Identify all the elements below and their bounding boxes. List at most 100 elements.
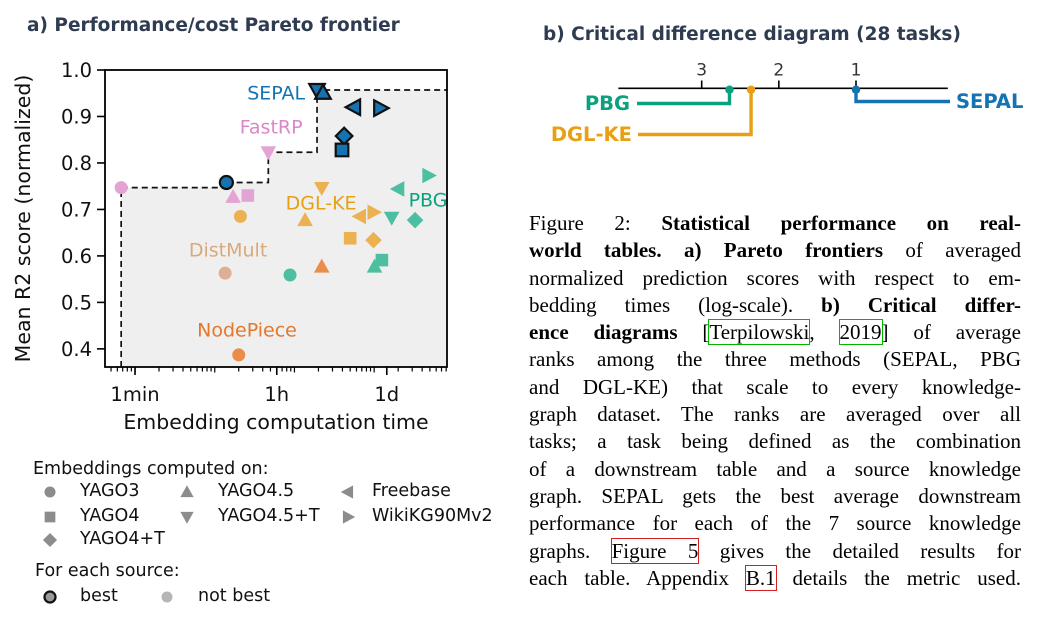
legend-yago4.5+t-glyph bbox=[180, 511, 194, 524]
x-tick-label: 1d bbox=[374, 383, 399, 406]
pbg-yago4.5+t-marker bbox=[383, 211, 400, 226]
pbg-yago4-marker bbox=[375, 253, 389, 267]
legend-yago4.5-glyph bbox=[180, 485, 194, 498]
internal-ref-link[interactable]: Figure 5 bbox=[610, 537, 700, 564]
panel-a-title: a) Performance/cost Pareto frontier bbox=[27, 15, 400, 36]
pbg-yago4+t-marker bbox=[406, 211, 424, 229]
caption-text: each table. Appendix bbox=[529, 565, 746, 590]
legend-label-yago4.5+t: YAGO4.5+T bbox=[218, 506, 320, 526]
sepal-wikikg90mv2-marker bbox=[373, 98, 392, 118]
caption-text: normalized prediction scores with respec… bbox=[529, 265, 1021, 290]
caption-line-8: graph dataset. The ranks are averaged ov… bbox=[529, 401, 1021, 428]
series-label-dgl-ke: DGL-KE bbox=[286, 192, 357, 214]
legend-yago4+t-icon bbox=[42, 532, 58, 547]
cd-tick-label: 2 bbox=[773, 60, 784, 80]
legend-yago4-glyph bbox=[44, 511, 56, 523]
dgl-ke-wikikg90mv2-marker bbox=[367, 204, 382, 221]
dgl-ke-yago4.5-marker bbox=[297, 212, 313, 227]
dgl-ke-yago4-marker bbox=[343, 231, 357, 245]
critical-difference-chart: 3 2 1 PBG DGL-KE SEPAL bbox=[551, 60, 1024, 146]
legend-wikikg90mv2-glyph bbox=[342, 510, 356, 524]
series-label-sepal: SEPAL bbox=[247, 83, 305, 105]
y-tick-label: 0.9 bbox=[61, 105, 92, 128]
legend-label-wikikg90mv2: WikiKG90Mv2 bbox=[372, 506, 493, 526]
legend-yago4-icon bbox=[44, 511, 56, 523]
citation-link[interactable]: Terpilowski bbox=[708, 319, 811, 346]
caption-line-14: each table. Appendix B.1 details the met… bbox=[529, 564, 1021, 592]
cd-line-sepal bbox=[854, 88, 950, 104]
x-tick-label: 1h bbox=[264, 383, 289, 406]
pbg-wikikg90mv2-marker bbox=[422, 167, 437, 184]
caption-text: and DGL-KE) that scale to every knowledg… bbox=[529, 374, 1021, 399]
legend-label-not-best: not best bbox=[198, 586, 271, 606]
legend-yago4.5+t-icon bbox=[180, 511, 194, 524]
cd-label-sepal: SEPAL bbox=[956, 90, 1023, 113]
x-axis-label: Embedding computation time bbox=[123, 410, 428, 434]
dgl-ke-yago4.5+t-marker bbox=[313, 182, 330, 197]
legend-yago3-glyph bbox=[44, 486, 56, 498]
internal-ref-link[interactable]: B.1 bbox=[744, 564, 777, 591]
panel-b-title: b) Critical difference diagram (28 tasks… bbox=[543, 24, 961, 45]
legend-freebase-icon bbox=[340, 485, 354, 499]
legend-wikikg90mv2-icon bbox=[342, 510, 356, 524]
pareto-frontier-line bbox=[120, 89, 447, 367]
caption-text: [ bbox=[677, 320, 710, 345]
dgl-ke-yago3-marker bbox=[233, 209, 247, 223]
sepal-freebase-marker bbox=[343, 97, 362, 117]
caption-text: Figure 2: bbox=[529, 211, 662, 235]
y-tick-label: 0.6 bbox=[61, 245, 92, 268]
caption-text: graph dataset. The ranks are averaged ov… bbox=[529, 402, 1021, 427]
caption-text: , bbox=[809, 320, 840, 345]
caption-line-13: graphs. Figure 5 gives the detailed resu… bbox=[529, 537, 1021, 565]
legend-best-icon bbox=[43, 590, 57, 604]
caption-text: performance for each of the 7 source kno… bbox=[529, 511, 1021, 536]
distmult-yago3-marker bbox=[218, 266, 232, 280]
legend-label-yago4.5: YAGO4.5 bbox=[218, 481, 295, 501]
pbg-freebase-marker bbox=[389, 181, 405, 197]
legend-yago4.5-icon bbox=[180, 485, 194, 498]
caption-line-3: normalized prediction scores with respec… bbox=[529, 265, 1021, 292]
fastrp-yago3-marker bbox=[114, 181, 128, 195]
legend-not-best-icon bbox=[161, 591, 173, 603]
caption-text: Statistical performance on real- bbox=[661, 211, 1021, 235]
legend-not-best-glyph bbox=[161, 591, 173, 603]
series-label-distmult: DistMult bbox=[189, 239, 267, 261]
caption-line-6: ranks among the three methods (SEPAL, PB… bbox=[529, 346, 1021, 373]
series-label-pbg: PBG bbox=[409, 189, 448, 211]
pbg-yago3-marker bbox=[283, 268, 297, 282]
y-tick-label: 0.5 bbox=[61, 291, 92, 314]
fastrp-yago4-marker bbox=[241, 189, 255, 202]
caption-text: details the metric used. bbox=[775, 565, 1021, 590]
dgl-ke-yago4+t-marker bbox=[365, 231, 382, 249]
sepal-yago4.5-marker bbox=[313, 82, 333, 100]
series-label-fastrp: FastRP bbox=[240, 116, 303, 138]
citation-link[interactable]: 2019 bbox=[838, 319, 883, 346]
sepal-yago4-marker bbox=[334, 142, 350, 158]
cd-tick-label: 1 bbox=[851, 60, 862, 80]
figure-caption: Figure 2: Statistical performance on rea… bbox=[529, 210, 1021, 592]
y-tick-label: 0.7 bbox=[61, 198, 92, 221]
legend-yago4+t-glyph bbox=[42, 532, 58, 547]
y-tick-label: 1.0 bbox=[61, 59, 92, 82]
caption-text: ] of average bbox=[881, 320, 1021, 345]
caption-line-12: performance for each of the 7 source kno… bbox=[529, 510, 1021, 537]
legend-label-yago4+t: YAGO4+T bbox=[80, 528, 165, 549]
caption-line-10: of a downstream table and a source knowl… bbox=[529, 456, 1021, 483]
caption-line-4: bedding times (log-scale). b) Critical d… bbox=[529, 292, 1021, 319]
legend-yago3-icon bbox=[44, 486, 56, 498]
y-tick-label: 0.8 bbox=[61, 152, 92, 175]
caption-text: of a downstream table and a source knowl… bbox=[529, 456, 1021, 481]
fastrp-yago4.5+t-marker bbox=[260, 146, 277, 161]
caption-line-7: and DGL-KE) that scale to every knowledg… bbox=[529, 374, 1021, 401]
caption-text: world tables. a) Pareto frontiers bbox=[529, 238, 883, 263]
legend-label-best: best bbox=[80, 586, 118, 606]
caption-text: graph. SEPAL gets the best average downs… bbox=[529, 483, 1021, 508]
legend-label-freebase: Freebase bbox=[372, 481, 451, 501]
caption-text: graphs. bbox=[529, 538, 612, 563]
caption-line-5: ence diagrams [Terpilowski, 2019] of ave… bbox=[529, 319, 1021, 346]
legend-header-embeddings: Embeddings computed on: bbox=[33, 459, 269, 479]
sepal-yago3-marker bbox=[218, 174, 234, 191]
legend-best-glyph bbox=[43, 590, 57, 604]
caption-line-9: tasks; a task being defined as the combi… bbox=[529, 428, 1021, 455]
cd-tick-label: 3 bbox=[696, 60, 707, 80]
